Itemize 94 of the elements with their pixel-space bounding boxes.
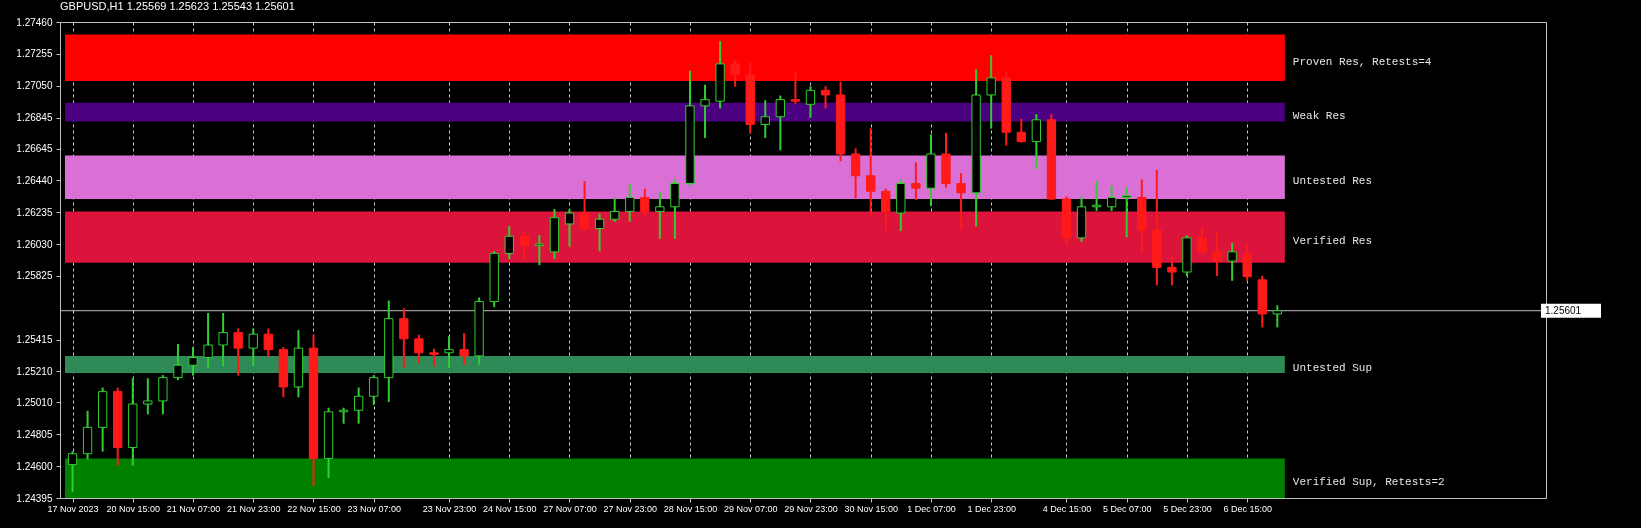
x-tick-label: 29 Nov 23:00 [784,503,838,514]
candlestick [850,148,861,199]
candlestick [1031,114,1042,169]
y-tick-label: 1.26030 [16,238,53,250]
candlestick [594,213,605,252]
candlestick [820,86,831,109]
candlestick [564,208,575,247]
ref-line-label: 1.25601 [1545,304,1582,316]
candlestick [1106,185,1117,211]
y-tick-label: 1.26235 [16,206,53,218]
candlestick [143,378,153,415]
x-tick-label: 17 Nov 2023 [47,503,99,514]
candlestick [218,312,228,367]
candlestick [866,128,876,216]
candlestick [1212,230,1222,277]
x-tick-label: 21 Nov 07:00 [166,503,221,514]
band-label: Verified Res [1292,235,1373,248]
candlestick [1272,305,1282,328]
candlestick [248,328,258,367]
x-tick-label: 23 Nov 23:00 [422,503,477,514]
candlestick [429,348,439,367]
y-tick-label: 1.27255 [16,48,53,60]
candlestick [760,100,770,138]
y-tick-label: 1.24600 [16,460,53,472]
x-tick-label: 20 Nov 15:00 [106,503,161,514]
candlestick [700,84,710,138]
candlestick [233,328,243,376]
y-tick-label: 1.25825 [16,270,53,282]
candlestick [67,451,78,493]
y-tick-label: 1.25010 [16,396,53,408]
candlestick [956,173,966,230]
candlestick [670,179,680,239]
candlestick [775,95,785,151]
candlestick [369,375,379,406]
candlestick [986,55,996,129]
candlestick [188,347,198,376]
x-tick-label: 5 Dec 23:00 [1163,503,1212,514]
band-label: Proven Res, Retests=4 [1292,55,1432,68]
candlestick [1122,187,1132,238]
candlestick [730,59,740,87]
candlestick [625,184,635,222]
x-tick-label: 6 Dec 15:00 [1223,503,1272,514]
candlestick [444,336,454,368]
candlestick [790,72,801,104]
candlestick [1016,118,1026,143]
candlestick [504,226,514,260]
candlestick [1227,243,1237,281]
candlestick [414,334,424,364]
candlestick [1197,227,1207,255]
band-label: Untested Sup [1292,362,1373,375]
x-tick-label: 1 Dec 07:00 [907,503,956,514]
x-tick-label: 5 Dec 07:00 [1102,503,1152,514]
y-tick-label: 1.26845 [16,112,53,124]
candlestick [655,191,665,239]
x-tick-label: 29 Nov 07:00 [723,503,778,514]
candlestick [173,344,183,381]
chart-title: GBPUSD,H1 1.25569 1.25623 1.25543 1.25601 [60,0,295,12]
y-tick-label: 1.26440 [16,174,53,186]
y-tick-label: 1.24805 [16,428,53,440]
candlestick [534,235,545,266]
candlestick [911,162,921,201]
x-tick-label: 23 Nov 07:00 [347,503,401,514]
candlestick [263,328,273,357]
candlestick [158,375,168,415]
candlestick [353,387,364,424]
x-tick-label: 22 Nov 15:00 [287,503,341,514]
candlestick [519,232,529,260]
band-label: Weak Res [1292,110,1346,123]
x-tick-label: 28 Nov 15:00 [663,503,718,514]
candlestick [459,333,469,365]
candlestick [640,188,650,218]
y-tick-label: 1.25210 [16,365,53,377]
band-label: Verified Sup, Retests=2 [1292,476,1445,489]
candlestick [579,180,590,232]
candlestick [1242,243,1252,281]
y-tick-label: 1.26645 [16,143,53,155]
candlestick [881,188,891,232]
x-tick-label: 21 Nov 23:00 [226,503,281,514]
candlestick [610,198,620,222]
band-label: Untested Res [1292,175,1373,188]
candlestick [1167,257,1177,286]
x-tick-label: 1 Dec 23:00 [967,503,1016,514]
y-tick-label: 1.27050 [16,80,53,92]
x-tick-label: 27 Nov 23:00 [603,503,658,514]
y-tick-label: 1.27460 [16,16,53,28]
y-tick-label: 1.25415 [16,334,53,346]
x-tick-label: 4 Dec 15:00 [1042,503,1092,514]
x-tick-label: 24 Nov 15:00 [482,503,537,514]
candlestick [203,312,213,368]
candlestick [805,86,816,118]
y-tick-label: 1.24395 [16,492,53,504]
candlestick [399,308,409,368]
x-tick-label: 27 Nov 07:00 [543,503,597,514]
x-tick-label: 30 Nov 15:00 [844,503,898,514]
